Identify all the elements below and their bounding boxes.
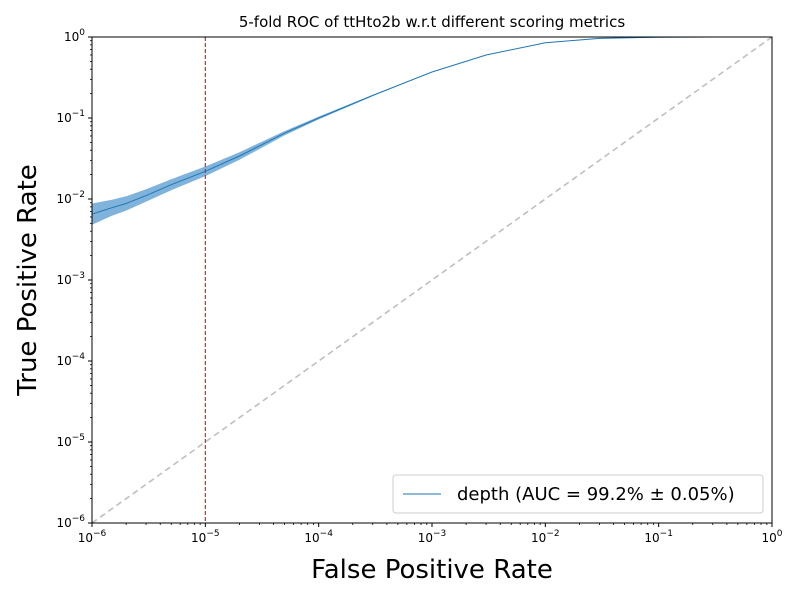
legend-label: depth (AUC = 99.2% ± 0.05%)	[457, 484, 735, 505]
roc-curve-depth	[92, 37, 772, 215]
y-tick-label: 10−1	[56, 109, 85, 125]
y-tick-label: 10−6	[56, 514, 85, 530]
x-tick-label: 10−6	[78, 529, 107, 545]
legend-box	[392, 474, 764, 514]
x-tick-label: 10−3	[418, 529, 447, 545]
y-tick-label: 10−3	[56, 271, 85, 287]
axis-ticks: 10−6 10−5 10−4 10−3 10−2 10−1 100 10−6 10−5 10−4 1…	[56, 28, 782, 545]
x-tick-label: 10−5	[191, 529, 220, 545]
roc-uncertainty-band	[92, 37, 772, 225]
x-tick-label: 100	[761, 529, 782, 545]
y-axis-title: True Positive Rate	[13, 164, 43, 397]
y-tick-label: 10−5	[56, 433, 85, 449]
x-tick-label: 10−2	[531, 529, 560, 545]
y-tick-label: 100	[64, 28, 85, 44]
random-guess-diagonal	[92, 37, 772, 523]
x-tick-label: 10−4	[304, 529, 333, 545]
x-tick-label: 10−1	[644, 529, 673, 545]
chart-title: 5-fold ROC of ttHto2b w.r.t different sc…	[239, 13, 626, 31]
plot-area	[92, 37, 772, 523]
legend: depth (AUC = 99.2% ± 0.05%)	[392, 474, 764, 514]
y-tick-label: 10−4	[56, 352, 85, 368]
y-tick-label: 10−2	[56, 190, 85, 206]
x-axis-title: False Positive Rate	[311, 555, 553, 585]
